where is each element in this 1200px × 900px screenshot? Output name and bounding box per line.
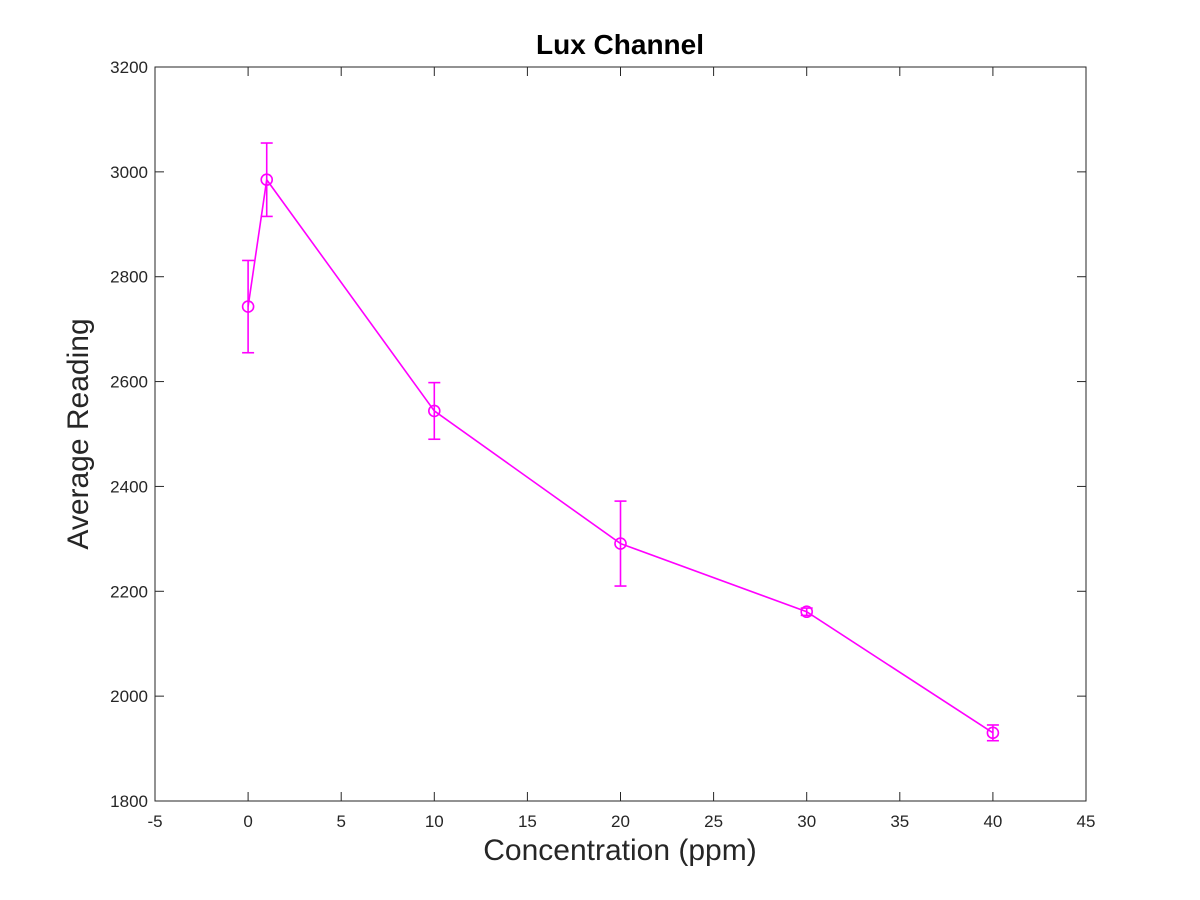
y-tick-label: 3200 (110, 58, 148, 77)
error-bar (428, 381, 441, 441)
x-axis-ticks: -5 0 5 10 15 20 25 30 35 40 45 (147, 67, 1095, 831)
y-tick-label: 2200 (110, 582, 148, 601)
y-axis-ticks: 1800 2000 2200 2400 2600 2800 3000 3200 (110, 58, 1086, 811)
x-tick-label: 45 (1077, 812, 1096, 831)
x-tick-label: -5 (147, 812, 162, 831)
chart-title: Lux Channel (536, 29, 704, 60)
x-tick-label: 15 (518, 812, 537, 831)
y-tick-label: 1800 (110, 792, 148, 811)
y-tick-label: 2000 (110, 687, 148, 706)
x-tick-label: 10 (425, 812, 444, 831)
y-tick-label: 3000 (110, 163, 148, 182)
x-tick-label: 40 (983, 812, 1002, 831)
data-point (986, 726, 1000, 740)
plot-area (154, 66, 1087, 802)
x-tick-label: 5 (336, 812, 345, 831)
series-line (247, 177, 994, 734)
x-tick-label: 25 (704, 812, 723, 831)
x-tick-label: 0 (243, 812, 252, 831)
y-tick-label: 2800 (110, 268, 148, 287)
data-point (800, 605, 814, 619)
x-axis-label: Concentration (ppm) (483, 834, 756, 867)
y-axis-label: Average Reading (62, 318, 95, 549)
data-point (241, 300, 255, 313)
x-tick-label: 35 (890, 812, 909, 831)
x-tick-label: 20 (611, 812, 630, 831)
error-bar (260, 142, 273, 218)
error-bar (242, 259, 255, 354)
y-tick-label: 2600 (110, 373, 148, 392)
data-series (241, 142, 1000, 742)
data-point (427, 404, 441, 418)
x-tick-label: 30 (797, 812, 816, 831)
data-point (260, 173, 274, 187)
error-bar (614, 500, 627, 587)
data-point (614, 537, 627, 550)
y-tick-label: 2400 (110, 477, 148, 496)
